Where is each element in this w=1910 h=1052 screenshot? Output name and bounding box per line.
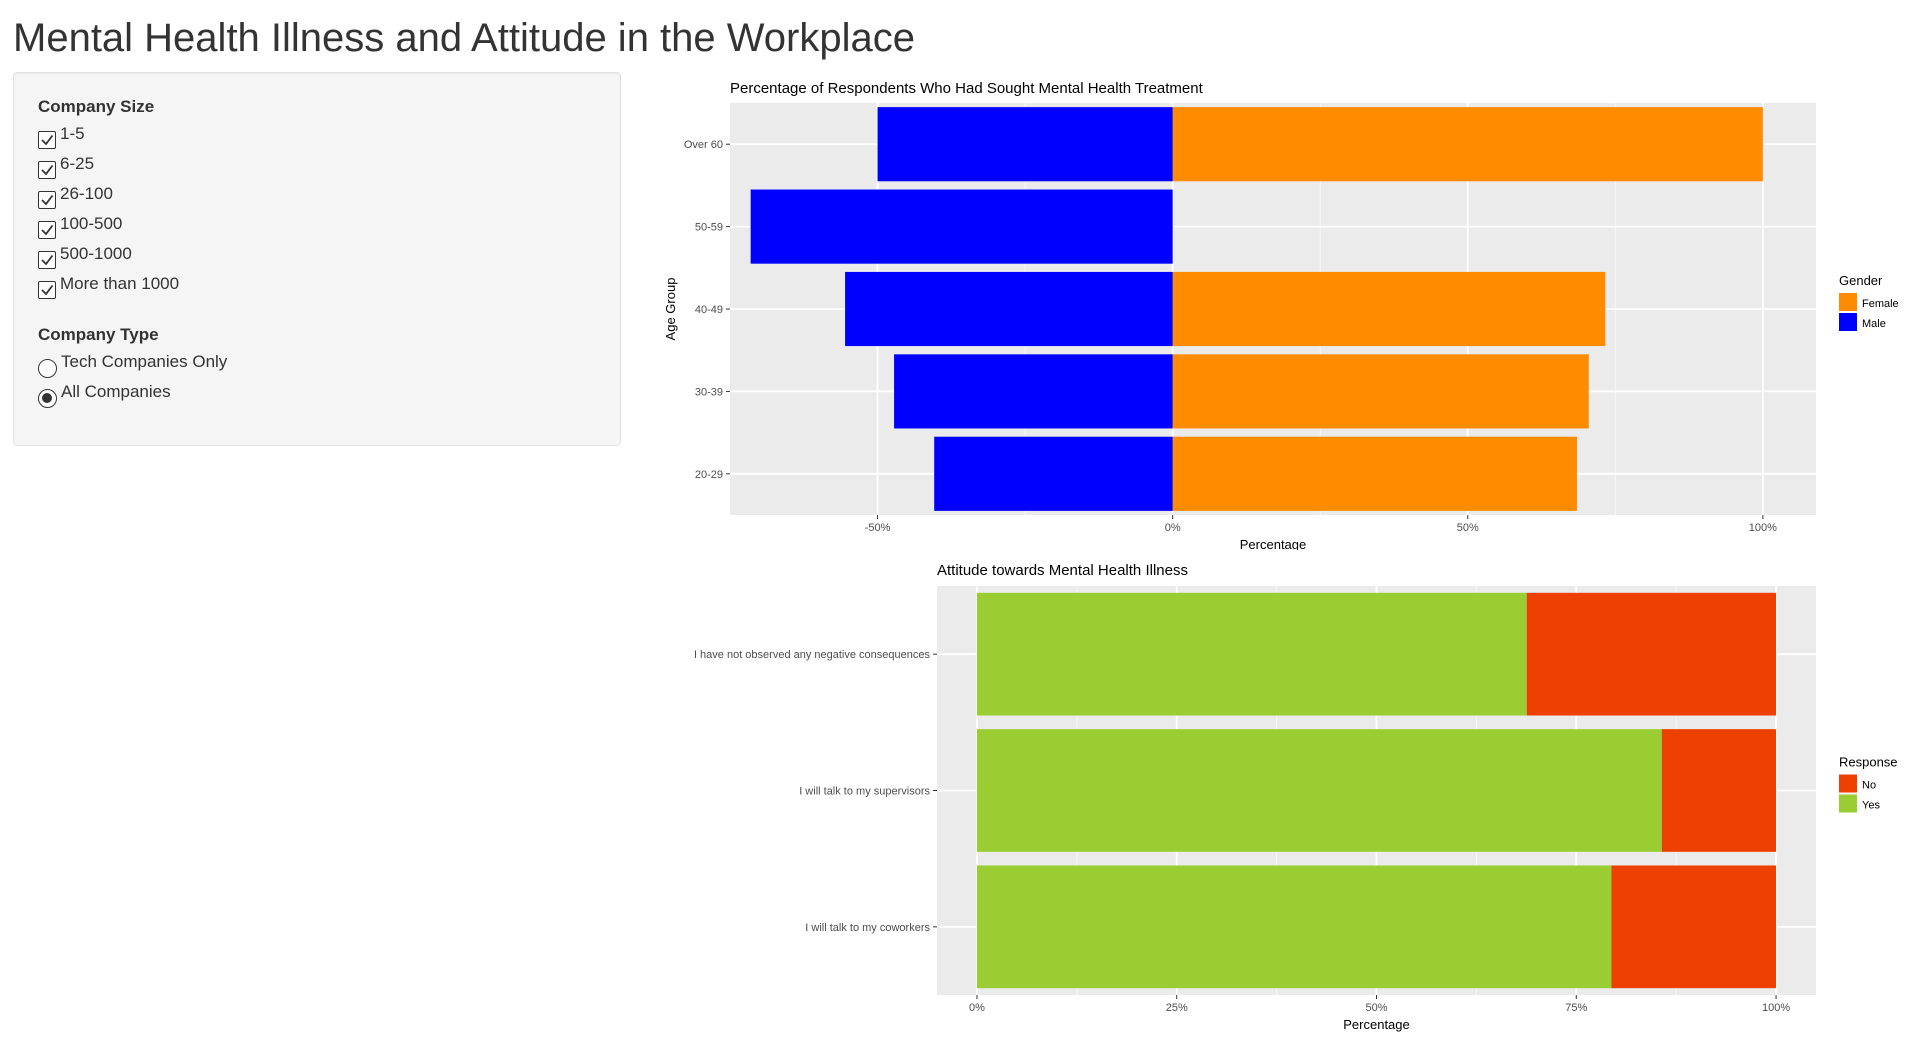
company-size-option[interactable]: 500-1000 xyxy=(38,244,596,277)
bar-no xyxy=(1526,592,1777,716)
bar-female xyxy=(1172,271,1606,347)
company-type-group: Company Type Tech Companies Only All Comp… xyxy=(38,325,596,415)
company-type-label: Company Type xyxy=(38,325,159,344)
bar-male xyxy=(934,436,1173,511)
checkmark-icon xyxy=(41,224,54,236)
bar-yes xyxy=(976,865,1612,989)
legend-key-no xyxy=(1839,774,1857,793)
bar-female xyxy=(1172,436,1577,511)
checkbox[interactable] xyxy=(38,221,56,239)
company-type-option[interactable]: All Companies xyxy=(38,382,596,415)
bar-no xyxy=(1611,865,1777,989)
bar-yes xyxy=(976,729,1662,852)
x-axis-title: Percentage xyxy=(1240,537,1307,550)
legend-label: Male xyxy=(1862,318,1886,330)
y-tick-label: I will talk to my supervisors xyxy=(799,786,930,798)
x-tick-label: 50% xyxy=(1457,522,1479,534)
checkbox[interactable] xyxy=(38,131,56,149)
legend-label: No xyxy=(1862,780,1876,792)
bar-male xyxy=(750,189,1173,264)
company-type-options: Tech Companies Only All Companies xyxy=(38,352,596,415)
bar-male xyxy=(894,354,1173,429)
company-size-option[interactable]: 100-500 xyxy=(38,214,596,247)
checkmark-icon xyxy=(41,134,54,146)
y-axis-title: Age Group xyxy=(663,278,678,341)
company-size-option[interactable]: 26-100 xyxy=(38,184,596,217)
company-size-option[interactable]: 6-25 xyxy=(38,154,596,187)
checkmark-icon xyxy=(41,164,54,176)
bar-male xyxy=(877,107,1173,182)
checkbox[interactable] xyxy=(38,251,56,269)
radio-selected-dot xyxy=(42,393,52,403)
legend-label: Female xyxy=(1862,298,1899,310)
legend-label: Yes xyxy=(1862,800,1880,812)
legend-key-yes xyxy=(1839,794,1857,813)
bar-female xyxy=(1172,354,1589,429)
checkbox[interactable] xyxy=(38,191,56,209)
company-size-option[interactable]: More than 1000 xyxy=(38,274,596,307)
bar-yes xyxy=(976,592,1527,716)
x-tick-label: 25% xyxy=(1166,1002,1188,1014)
bar-male xyxy=(845,271,1173,347)
bar-female xyxy=(1172,107,1763,182)
company-size-label: Company Size xyxy=(38,97,155,116)
company-type-option-label: All Companies xyxy=(61,382,171,401)
page-title: Mental Health Illness and Attitude in th… xyxy=(13,16,915,60)
x-tick-label: -50% xyxy=(865,522,891,534)
y-tick-label: I will talk to my coworkers xyxy=(805,922,930,934)
chart-title: Attitude towards Mental Health Illness xyxy=(937,562,1188,579)
legend-key-male xyxy=(1839,313,1857,331)
company-size-option-label: 100-500 xyxy=(60,214,123,233)
y-tick-label: I have not observed any negative consequ… xyxy=(694,649,931,661)
x-tick-label: 0% xyxy=(1165,522,1181,534)
checkbox[interactable] xyxy=(38,281,56,299)
y-tick-label: 40-49 xyxy=(695,304,723,316)
y-tick-label: Over 60 xyxy=(684,139,723,151)
attitude-chart: Attitude towards Mental Health Illness 0%… xyxy=(694,562,1898,1032)
checkmark-icon xyxy=(41,194,54,206)
x-tick-label: 100% xyxy=(1762,1002,1790,1014)
radio-button[interactable] xyxy=(38,389,57,408)
chart-title: Percentage of Respondents Who Had Sought… xyxy=(730,80,1204,97)
company-size-option-label: 26-100 xyxy=(60,184,113,203)
x-axis-title: Percentage xyxy=(1343,1017,1410,1032)
company-size-option-label: 6-25 xyxy=(60,154,95,173)
checkbox[interactable] xyxy=(38,161,56,179)
treatment-chart: Percentage of Respondents Who Had Sought… xyxy=(663,80,1899,550)
y-tick-label: 50-59 xyxy=(695,222,723,234)
x-tick-label: 100% xyxy=(1749,522,1777,534)
checkmark-icon xyxy=(41,254,54,266)
y-tick-label: 30-39 xyxy=(695,386,723,398)
company-size-options: 1-5 6-25 26-100 100-500 500-1000 More than 10… xyxy=(38,124,596,307)
company-size-option[interactable]: 1-5 xyxy=(38,124,596,157)
bar-no xyxy=(1661,729,1777,852)
company-size-option-label: 500-1000 xyxy=(60,244,132,263)
sidebar-panel: Company Size 1-5 6-25 26-100 100-500 500-100… xyxy=(13,72,621,446)
company-size-option-label: More than 1000 xyxy=(60,274,180,293)
company-type-option-label: Tech Companies Only xyxy=(61,352,228,371)
company-size-group: Company Size 1-5 6-25 26-100 100-500 500-100… xyxy=(38,97,596,307)
company-type-option[interactable]: Tech Companies Only xyxy=(38,352,596,385)
legend-title: Gender xyxy=(1839,273,1883,288)
x-tick-label: 0% xyxy=(969,1002,985,1014)
checkmark-icon xyxy=(41,284,54,296)
radio-button[interactable] xyxy=(38,359,57,378)
company-size-option-label: 1-5 xyxy=(60,124,85,143)
x-tick-label: 50% xyxy=(1365,1002,1387,1014)
x-tick-label: 75% xyxy=(1565,1002,1587,1014)
legend-key-female xyxy=(1839,293,1857,311)
legend-title: Response xyxy=(1839,755,1898,770)
y-tick-label: 20-29 xyxy=(695,469,723,481)
